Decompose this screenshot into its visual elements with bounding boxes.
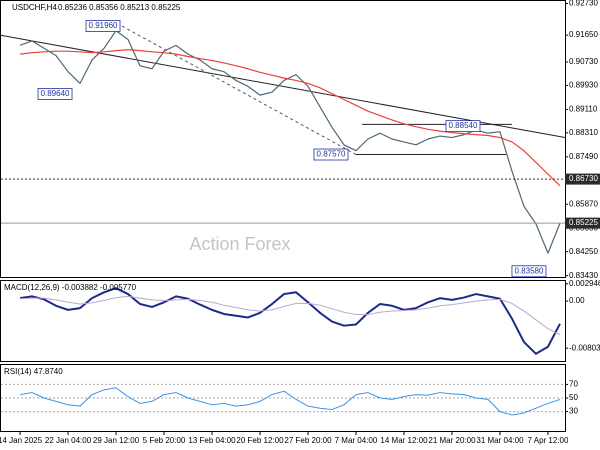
x-tick-label: 13 Feb 04:00 bbox=[188, 436, 236, 445]
x-tick-label: 29 Jan 12:00 bbox=[93, 436, 140, 445]
x-tick-label: 27 Feb 20:00 bbox=[284, 436, 332, 445]
series-line bbox=[19, 387, 561, 416]
x-tick-label: 31 Mar 04:00 bbox=[476, 436, 524, 445]
y-tick-label: 0.90730 bbox=[569, 57, 598, 66]
annotation-label: 0.89640 bbox=[41, 89, 70, 98]
panel-title: RSI(14) 47.8740 bbox=[4, 367, 63, 376]
annotation-label: 0.91960 bbox=[89, 21, 118, 30]
series-line bbox=[20, 295, 561, 336]
y-tick-label: 0.84250 bbox=[569, 247, 598, 256]
y-tick-label: 0.87490 bbox=[569, 152, 598, 161]
y-tick-label: -0.008039 bbox=[569, 343, 600, 352]
annotation-label: 0.88540 bbox=[449, 121, 478, 130]
trendline bbox=[121, 25, 357, 155]
series-line bbox=[19, 49, 561, 187]
price-level-label: 0.85225 bbox=[569, 218, 598, 227]
y-tick-label: 0.89110 bbox=[569, 105, 598, 114]
annotation-box bbox=[85, 20, 121, 32]
y-tick-label: 30 bbox=[569, 407, 578, 416]
y-tick-label: 50 bbox=[569, 393, 578, 402]
y-tick-label: 0.88310 bbox=[569, 128, 598, 137]
panel-frame bbox=[0, 280, 566, 362]
y-tick-label: 0.85870 bbox=[569, 199, 598, 208]
annotation-box bbox=[445, 120, 481, 133]
y-tick-label: 0.92730 bbox=[569, 0, 598, 8]
x-tick-label: 5 Feb 20:00 bbox=[143, 436, 186, 445]
watermark: Action Forex bbox=[189, 234, 290, 254]
y-tick-label: 0.83430 bbox=[569, 271, 598, 280]
y-tick-label: 0.89930 bbox=[569, 81, 598, 90]
x-tick-label: 14 Mar 12:00 bbox=[380, 436, 428, 445]
y-tick-label: 70 bbox=[569, 380, 578, 389]
price-level-label: 0.86730 bbox=[569, 174, 598, 183]
y-tick-label: 0.00 bbox=[569, 296, 585, 305]
annotation-label: 0.87570 bbox=[317, 150, 346, 159]
panel-title: USDCHF,H4 bbox=[12, 3, 57, 12]
panel-frame bbox=[0, 0, 566, 278]
annotation-label: 0.83580 bbox=[515, 266, 544, 275]
x-tick-label: 22 Jan 04:00 bbox=[45, 436, 92, 445]
x-tick-label: 14 Jan 2025 bbox=[0, 436, 43, 445]
annotation-box bbox=[511, 265, 547, 278]
price-level-box bbox=[565, 173, 600, 185]
series-line bbox=[19, 287, 561, 355]
y-tick-label: 0.91650 bbox=[569, 30, 598, 39]
x-tick-label: 7 Mar 04:00 bbox=[335, 436, 378, 445]
x-tick-label: 7 Apr 12:00 bbox=[528, 436, 569, 445]
panel-subtitle: 0.85236 0.85356 0.85213 0.85225 bbox=[58, 3, 181, 12]
x-tick-label: 20 Feb 12:00 bbox=[236, 436, 284, 445]
annotation-box bbox=[37, 88, 73, 100]
annotation-box bbox=[313, 148, 349, 161]
y-tick-label: 0.002946 bbox=[569, 279, 600, 288]
series-line bbox=[19, 30, 561, 254]
panel-title: MACD(12,26,9) -0.003882 -0.005770 bbox=[4, 283, 137, 292]
price-level-box bbox=[565, 217, 600, 229]
x-tick-label: 21 Mar 20:00 bbox=[428, 436, 476, 445]
